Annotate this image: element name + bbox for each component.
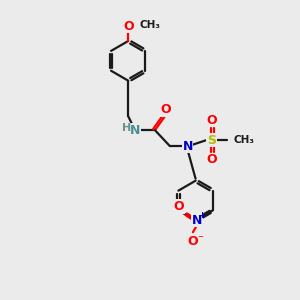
Text: CH₃: CH₃ — [233, 135, 254, 145]
Text: O: O — [174, 200, 184, 213]
Text: O: O — [123, 20, 134, 33]
Text: O: O — [206, 153, 217, 167]
Text: O: O — [188, 235, 198, 248]
Text: O: O — [160, 103, 171, 116]
Text: N: N — [130, 124, 140, 137]
Text: H: H — [122, 123, 131, 133]
Text: +: + — [198, 211, 205, 220]
Text: S: S — [207, 134, 216, 147]
Text: ⁻: ⁻ — [197, 234, 203, 244]
Text: O: O — [206, 114, 217, 127]
Text: N: N — [182, 140, 193, 152]
Text: N: N — [192, 214, 202, 227]
Text: CH₃: CH₃ — [139, 20, 160, 30]
